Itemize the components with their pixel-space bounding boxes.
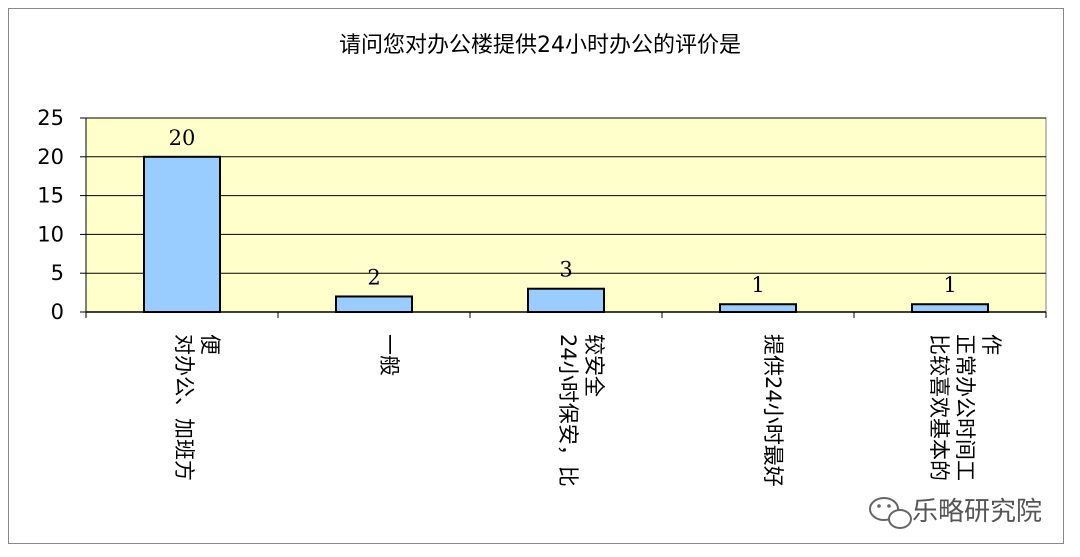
- y-tick-label: 15: [37, 184, 64, 208]
- bar: [911, 303, 989, 313]
- x-category-label: 便: [198, 334, 222, 355]
- watermark-text: 乐略研究院: [912, 497, 1042, 527]
- wechat-icon: [869, 497, 912, 529]
- x-category-label: 作: [979, 334, 1003, 355]
- data-label: 20: [169, 126, 196, 150]
- data-label: 1: [751, 273, 764, 297]
- data-label: 1: [943, 273, 956, 297]
- y-tick-label: 0: [51, 300, 64, 324]
- x-category-label: 提供24小时最好: [761, 334, 785, 487]
- y-tick-label: 20: [37, 145, 64, 169]
- y-tick-label: 25: [37, 106, 64, 130]
- chart-title: 请问您对办公楼提供24小时办公的评价是: [339, 33, 741, 58]
- y-tick-label: 5: [51, 261, 64, 285]
- bar: [719, 303, 797, 313]
- y-tick-label: 10: [37, 222, 64, 246]
- data-label: 2: [367, 265, 380, 289]
- data-label: 3: [559, 258, 572, 282]
- x-category-label: 比较喜欢基本的: [927, 334, 951, 481]
- watermark: 乐略研究院: [869, 497, 1042, 529]
- plot-area: [85, 117, 1047, 313]
- bar: [143, 155, 221, 313]
- x-category-label: 对办公、加班方: [172, 334, 196, 481]
- x-category-label: 较安全: [582, 334, 606, 397]
- x-category-label: 正常办公时间工: [953, 334, 977, 481]
- x-category-label: 24小时保安，比: [556, 334, 580, 487]
- x-category-label: 一般: [377, 334, 401, 376]
- bar: [527, 287, 605, 314]
- bar: [335, 295, 413, 314]
